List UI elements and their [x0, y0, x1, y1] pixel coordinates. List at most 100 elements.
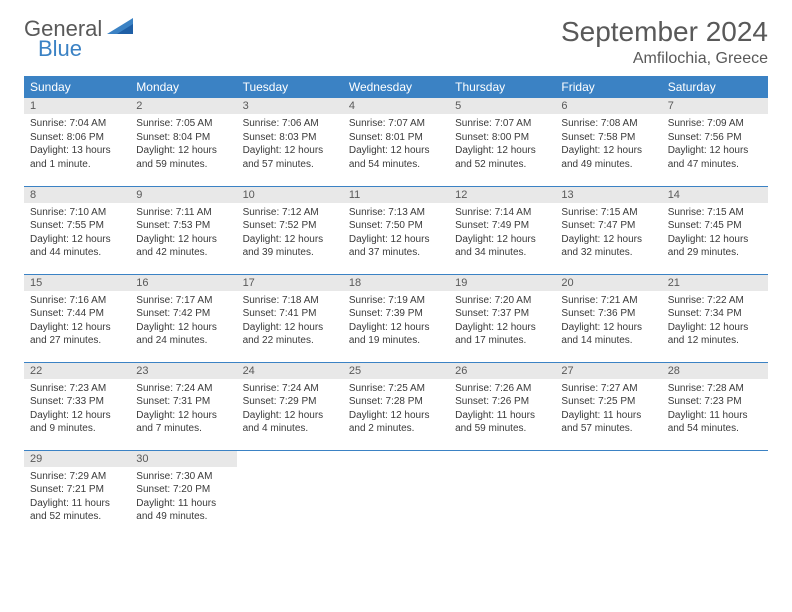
day-details: Sunrise: 7:10 AMSunset: 7:55 PMDaylight:… — [24, 203, 130, 264]
calendar-cell — [662, 450, 768, 538]
weekday-header: Thursday — [449, 76, 555, 98]
day-number: 1 — [24, 98, 130, 114]
calendar-cell: 20Sunrise: 7:21 AMSunset: 7:36 PMDayligh… — [555, 274, 661, 362]
day-details: Sunrise: 7:16 AMSunset: 7:44 PMDaylight:… — [24, 291, 130, 352]
day-details: Sunrise: 7:04 AMSunset: 8:06 PMDaylight:… — [24, 114, 130, 175]
day-details: Sunrise: 7:24 AMSunset: 7:29 PMDaylight:… — [237, 379, 343, 440]
day-details: Sunrise: 7:06 AMSunset: 8:03 PMDaylight:… — [237, 114, 343, 175]
calendar-cell: 23Sunrise: 7:24 AMSunset: 7:31 PMDayligh… — [130, 362, 236, 450]
day-number: 11 — [343, 187, 449, 203]
day-number: 29 — [24, 451, 130, 467]
weekday-header: Friday — [555, 76, 661, 98]
day-number: 9 — [130, 187, 236, 203]
calendar-cell: 21Sunrise: 7:22 AMSunset: 7:34 PMDayligh… — [662, 274, 768, 362]
day-details: Sunrise: 7:26 AMSunset: 7:26 PMDaylight:… — [449, 379, 555, 440]
day-details: Sunrise: 7:15 AMSunset: 7:45 PMDaylight:… — [662, 203, 768, 264]
page-title: September 2024 — [561, 16, 768, 48]
day-number: 7 — [662, 98, 768, 114]
calendar-cell — [343, 450, 449, 538]
calendar-week-row: 8Sunrise: 7:10 AMSunset: 7:55 PMDaylight… — [24, 186, 768, 274]
day-details: Sunrise: 7:07 AMSunset: 8:00 PMDaylight:… — [449, 114, 555, 175]
day-details: Sunrise: 7:15 AMSunset: 7:47 PMDaylight:… — [555, 203, 661, 264]
day-number: 15 — [24, 275, 130, 291]
day-details: Sunrise: 7:12 AMSunset: 7:52 PMDaylight:… — [237, 203, 343, 264]
day-number: 26 — [449, 363, 555, 379]
day-details: Sunrise: 7:29 AMSunset: 7:21 PMDaylight:… — [24, 467, 130, 528]
calendar-cell: 2Sunrise: 7:05 AMSunset: 8:04 PMDaylight… — [130, 98, 236, 186]
day-number: 23 — [130, 363, 236, 379]
calendar-cell: 13Sunrise: 7:15 AMSunset: 7:47 PMDayligh… — [555, 186, 661, 274]
day-details: Sunrise: 7:20 AMSunset: 7:37 PMDaylight:… — [449, 291, 555, 352]
day-number: 4 — [343, 98, 449, 114]
day-number: 17 — [237, 275, 343, 291]
calendar-cell: 26Sunrise: 7:26 AMSunset: 7:26 PMDayligh… — [449, 362, 555, 450]
calendar-cell — [555, 450, 661, 538]
calendar-week-row: 15Sunrise: 7:16 AMSunset: 7:44 PMDayligh… — [24, 274, 768, 362]
calendar-cell: 10Sunrise: 7:12 AMSunset: 7:52 PMDayligh… — [237, 186, 343, 274]
calendar-cell: 22Sunrise: 7:23 AMSunset: 7:33 PMDayligh… — [24, 362, 130, 450]
day-number: 12 — [449, 187, 555, 203]
calendar-cell: 19Sunrise: 7:20 AMSunset: 7:37 PMDayligh… — [449, 274, 555, 362]
calendar-cell: 3Sunrise: 7:06 AMSunset: 8:03 PMDaylight… — [237, 98, 343, 186]
day-number: 18 — [343, 275, 449, 291]
calendar-cell: 6Sunrise: 7:08 AMSunset: 7:58 PMDaylight… — [555, 98, 661, 186]
logo: General Blue — [24, 16, 133, 62]
calendar-week-row: 29Sunrise: 7:29 AMSunset: 7:21 PMDayligh… — [24, 450, 768, 538]
calendar-header-row: SundayMondayTuesdayWednesdayThursdayFrid… — [24, 76, 768, 98]
day-details: Sunrise: 7:22 AMSunset: 7:34 PMDaylight:… — [662, 291, 768, 352]
calendar-cell: 9Sunrise: 7:11 AMSunset: 7:53 PMDaylight… — [130, 186, 236, 274]
day-details: Sunrise: 7:21 AMSunset: 7:36 PMDaylight:… — [555, 291, 661, 352]
day-details: Sunrise: 7:09 AMSunset: 7:56 PMDaylight:… — [662, 114, 768, 175]
day-details: Sunrise: 7:07 AMSunset: 8:01 PMDaylight:… — [343, 114, 449, 175]
day-number: 25 — [343, 363, 449, 379]
calendar-cell — [449, 450, 555, 538]
logo-triangle-icon — [107, 16, 133, 39]
day-number: 28 — [662, 363, 768, 379]
header: General Blue September 2024 Amfilochia, … — [24, 16, 768, 68]
calendar-cell: 25Sunrise: 7:25 AMSunset: 7:28 PMDayligh… — [343, 362, 449, 450]
day-number: 24 — [237, 363, 343, 379]
calendar-cell: 24Sunrise: 7:24 AMSunset: 7:29 PMDayligh… — [237, 362, 343, 450]
day-details: Sunrise: 7:08 AMSunset: 7:58 PMDaylight:… — [555, 114, 661, 175]
weekday-header: Saturday — [662, 76, 768, 98]
calendar-cell: 1Sunrise: 7:04 AMSunset: 8:06 PMDaylight… — [24, 98, 130, 186]
day-details: Sunrise: 7:11 AMSunset: 7:53 PMDaylight:… — [130, 203, 236, 264]
title-block: September 2024 Amfilochia, Greece — [561, 16, 768, 68]
weekday-header: Wednesday — [343, 76, 449, 98]
calendar-body: 1Sunrise: 7:04 AMSunset: 8:06 PMDaylight… — [24, 98, 768, 538]
day-details: Sunrise: 7:30 AMSunset: 7:20 PMDaylight:… — [130, 467, 236, 528]
calendar-page: General Blue September 2024 Amfilochia, … — [0, 0, 792, 554]
calendar-cell: 28Sunrise: 7:28 AMSunset: 7:23 PMDayligh… — [662, 362, 768, 450]
calendar-cell: 15Sunrise: 7:16 AMSunset: 7:44 PMDayligh… — [24, 274, 130, 362]
day-number: 19 — [449, 275, 555, 291]
day-details: Sunrise: 7:18 AMSunset: 7:41 PMDaylight:… — [237, 291, 343, 352]
day-number: 16 — [130, 275, 236, 291]
calendar-cell: 8Sunrise: 7:10 AMSunset: 7:55 PMDaylight… — [24, 186, 130, 274]
calendar-cell: 12Sunrise: 7:14 AMSunset: 7:49 PMDayligh… — [449, 186, 555, 274]
day-details: Sunrise: 7:25 AMSunset: 7:28 PMDaylight:… — [343, 379, 449, 440]
day-details: Sunrise: 7:24 AMSunset: 7:31 PMDaylight:… — [130, 379, 236, 440]
weekday-header: Sunday — [24, 76, 130, 98]
location: Amfilochia, Greece — [561, 50, 768, 68]
day-number: 6 — [555, 98, 661, 114]
day-number: 20 — [555, 275, 661, 291]
day-number: 8 — [24, 187, 130, 203]
day-details: Sunrise: 7:13 AMSunset: 7:50 PMDaylight:… — [343, 203, 449, 264]
day-number: 3 — [237, 98, 343, 114]
day-number: 27 — [555, 363, 661, 379]
calendar-cell: 5Sunrise: 7:07 AMSunset: 8:00 PMDaylight… — [449, 98, 555, 186]
day-details: Sunrise: 7:27 AMSunset: 7:25 PMDaylight:… — [555, 379, 661, 440]
calendar-cell: 17Sunrise: 7:18 AMSunset: 7:41 PMDayligh… — [237, 274, 343, 362]
weekday-header: Monday — [130, 76, 236, 98]
calendar-cell — [237, 450, 343, 538]
calendar-cell: 14Sunrise: 7:15 AMSunset: 7:45 PMDayligh… — [662, 186, 768, 274]
calendar-cell: 16Sunrise: 7:17 AMSunset: 7:42 PMDayligh… — [130, 274, 236, 362]
calendar-cell: 7Sunrise: 7:09 AMSunset: 7:56 PMDaylight… — [662, 98, 768, 186]
day-details: Sunrise: 7:14 AMSunset: 7:49 PMDaylight:… — [449, 203, 555, 264]
day-number: 14 — [662, 187, 768, 203]
weekday-header: Tuesday — [237, 76, 343, 98]
day-number: 13 — [555, 187, 661, 203]
calendar-cell: 27Sunrise: 7:27 AMSunset: 7:25 PMDayligh… — [555, 362, 661, 450]
calendar-cell: 30Sunrise: 7:30 AMSunset: 7:20 PMDayligh… — [130, 450, 236, 538]
day-details: Sunrise: 7:05 AMSunset: 8:04 PMDaylight:… — [130, 114, 236, 175]
